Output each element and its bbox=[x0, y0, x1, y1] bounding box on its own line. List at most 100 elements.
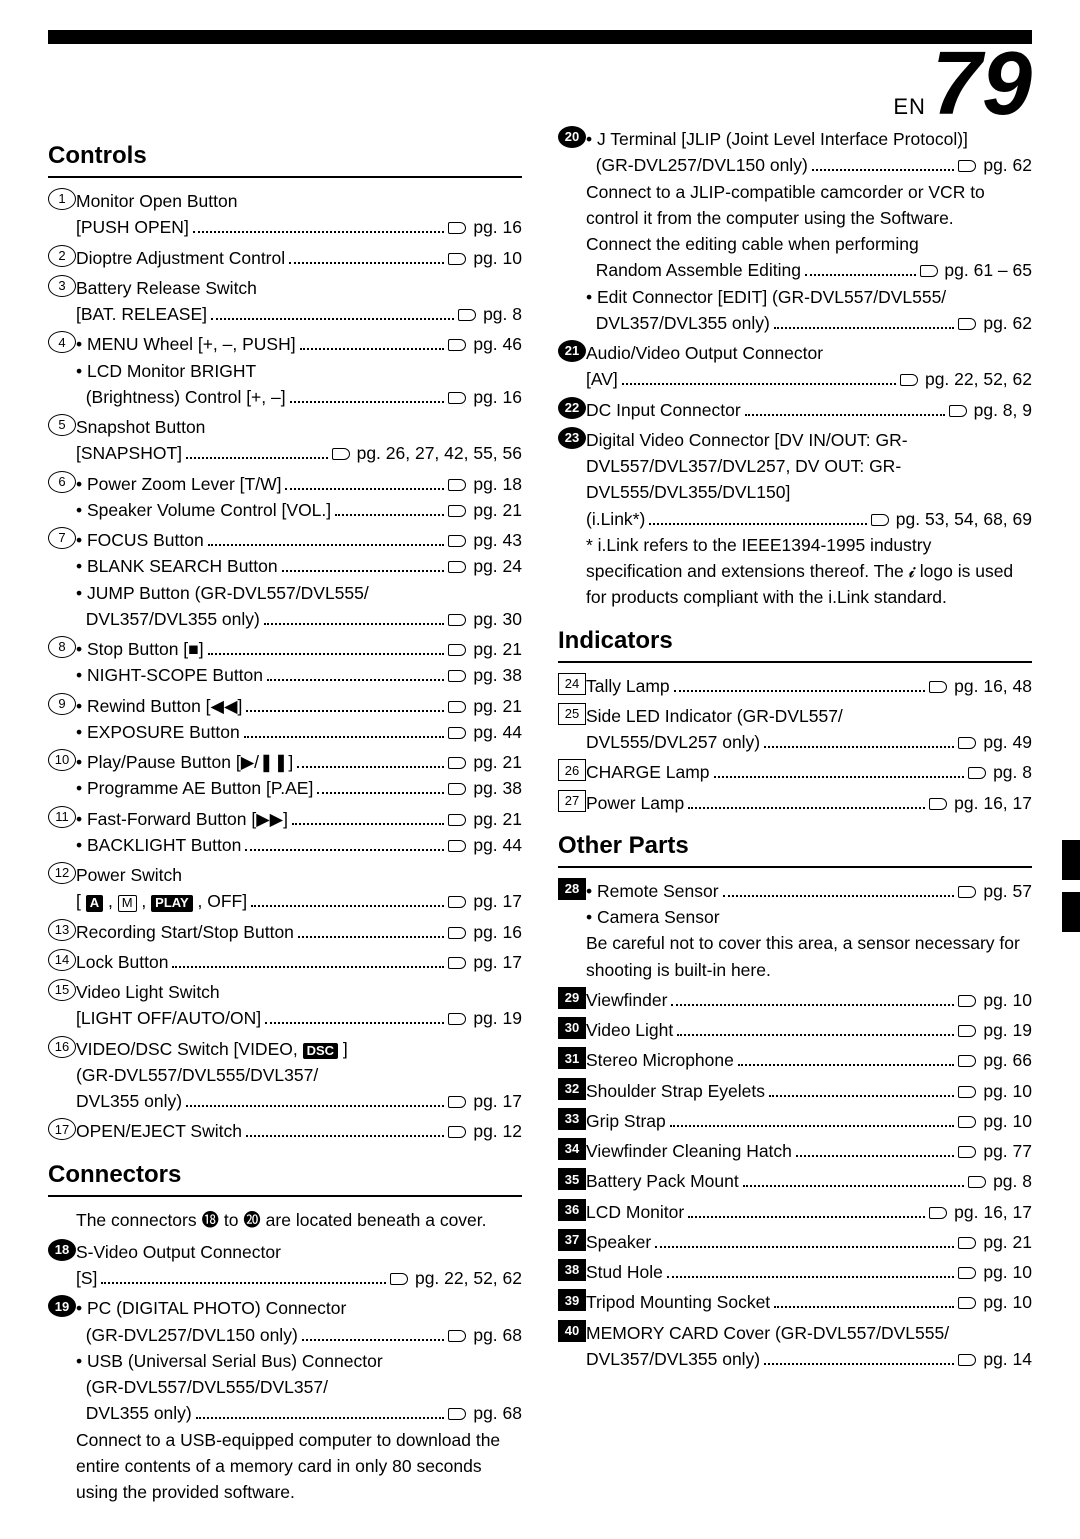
entry-text: Audio/Video Output Connector bbox=[586, 340, 823, 366]
entry-number: 27 bbox=[558, 790, 586, 812]
entry-line: [LIGHT OFF/AUTO/ON] pg. 19 bbox=[76, 1005, 522, 1031]
indicators-list: 24Tally Lamp pg. 16, 4825Side LED Indica… bbox=[558, 673, 1032, 816]
entry-line: • Speaker Volume Control [VOL.] pg. 21 bbox=[76, 497, 522, 523]
entry-body: • MENU Wheel [+, –, PUSH] pg. 46• LCD Mo… bbox=[76, 331, 522, 410]
entry-number: 17 bbox=[48, 1118, 76, 1140]
page-ref: pg. 61 – 65 bbox=[920, 257, 1032, 283]
entry-text: VIDEO/DSC Switch [VIDEO, DSC ] bbox=[76, 1036, 348, 1062]
index-entry: 31Stereo Microphone pg. 66 bbox=[558, 1047, 1032, 1073]
page-ref-icon bbox=[448, 505, 466, 517]
page-ref-icon bbox=[958, 1267, 976, 1279]
page-ref: pg. 16 bbox=[448, 384, 522, 410]
leader-dots bbox=[677, 1034, 954, 1036]
leader-dots bbox=[674, 690, 926, 692]
entry-line: • Play/Pause Button [▶/❚❚] pg. 21 bbox=[76, 749, 522, 775]
index-entry: 1Monitor Open Button[PUSH OPEN] pg. 16 bbox=[48, 188, 522, 241]
entry-number: 33 bbox=[558, 1108, 586, 1130]
entry-line: • FOCUS Button pg. 43 bbox=[76, 527, 522, 553]
entry-text: DVL357/DVL355 only) bbox=[76, 606, 260, 632]
entry-text: Random Assemble Editing bbox=[586, 257, 801, 283]
entry-body: Stud Hole pg. 10 bbox=[586, 1259, 1032, 1285]
page-ref-icon bbox=[448, 339, 466, 351]
entry-body: • Power Zoom Lever [T/W] pg. 18• Speaker… bbox=[76, 471, 522, 524]
entry-body: • Remote Sensor pg. 57• Camera SensorBe … bbox=[586, 878, 1032, 983]
page-ref: pg. 10 bbox=[448, 245, 522, 271]
page-ref: pg. 8 bbox=[458, 301, 522, 327]
entry-text: Grip Strap bbox=[586, 1108, 666, 1134]
entry-text: (Brightness) Control [+, –] bbox=[76, 384, 286, 410]
leader-dots bbox=[812, 169, 955, 171]
entry-number: 4 bbox=[48, 331, 76, 353]
entry-line: Dioptre Adjustment Control pg. 10 bbox=[76, 245, 522, 271]
page-ref: pg. 14 bbox=[958, 1346, 1032, 1372]
leader-dots bbox=[745, 414, 945, 416]
index-entry: 38Stud Hole pg. 10 bbox=[558, 1259, 1032, 1285]
page-ref-icon bbox=[920, 265, 938, 277]
leader-dots bbox=[211, 318, 454, 320]
index-entry: 18S-Video Output Connector[S] pg. 22, 52… bbox=[48, 1239, 522, 1292]
leader-dots bbox=[670, 1125, 955, 1127]
index-entry: 9• Rewind Button [◀◀] pg. 21• EXPOSURE B… bbox=[48, 693, 522, 746]
entry-number: 19 bbox=[48, 1295, 76, 1317]
entry-text: Digital Video Connector [DV IN/OUT: GR-D… bbox=[586, 427, 1032, 506]
page-ref-icon bbox=[448, 614, 466, 626]
entry-number: 25 bbox=[558, 703, 586, 725]
entry-line: DVL355 only) pg. 68 bbox=[76, 1400, 522, 1426]
entry-body: VIDEO/DSC Switch [VIDEO, DSC ](GR-DVL557… bbox=[76, 1036, 522, 1115]
entry-body: • Play/Pause Button [▶/❚❚] pg. 21• Progr… bbox=[76, 749, 522, 802]
page-ref: pg. 17 bbox=[448, 949, 522, 975]
entry-number: 36 bbox=[558, 1199, 586, 1221]
page-ref-icon bbox=[448, 253, 466, 265]
entry-body: Recording Start/Stop Button pg. 16 bbox=[76, 919, 522, 945]
entry-line: [PUSH OPEN] pg. 16 bbox=[76, 214, 522, 240]
index-entry: 27Power Lamp pg. 16, 17 bbox=[558, 790, 1032, 816]
entry-body: • J Terminal [JLIP (Joint Level Interfac… bbox=[586, 126, 1032, 336]
page-ref-icon bbox=[949, 405, 967, 417]
entry-text: S-Video Output Connector bbox=[76, 1239, 281, 1265]
page-ref: pg. 16 bbox=[448, 214, 522, 240]
page-ref-icon bbox=[958, 160, 976, 172]
entry-text: LCD Monitor bbox=[586, 1199, 684, 1225]
left-column: Controls 1Monitor Open Button[PUSH OPEN]… bbox=[48, 126, 522, 1509]
entry-number: 9 bbox=[48, 693, 76, 715]
entry-number: 30 bbox=[558, 1017, 586, 1039]
entry-line: DVL355 only) pg. 17 bbox=[76, 1088, 522, 1114]
page-ref: pg. 46 bbox=[448, 331, 522, 357]
other-heading: Other Parts bbox=[558, 828, 1032, 868]
entry-text: DVL357/DVL355 only) bbox=[586, 310, 770, 336]
index-entry: 10• Play/Pause Button [▶/❚❚] pg. 21• Pro… bbox=[48, 749, 522, 802]
leader-dots bbox=[297, 766, 444, 768]
page-ref: pg. 21 bbox=[448, 497, 522, 523]
index-entry: 16VIDEO/DSC Switch [VIDEO, DSC ](GR-DVL5… bbox=[48, 1036, 522, 1115]
entry-line: Battery Pack Mount pg. 8 bbox=[586, 1168, 1032, 1194]
entry-number: 2 bbox=[48, 245, 76, 267]
entry-text: (GR-DVL257/DVL150 only) bbox=[586, 152, 808, 178]
leader-dots bbox=[245, 849, 444, 851]
index-entry: 12Power Switch[ A , M , PLAY , OFF] pg. … bbox=[48, 862, 522, 915]
entry-number: 11 bbox=[48, 806, 76, 828]
page-ref-icon bbox=[448, 701, 466, 713]
entry-line: Monitor Open Button bbox=[76, 188, 522, 214]
leader-dots bbox=[264, 623, 445, 625]
entry-number: 12 bbox=[48, 862, 76, 884]
entry-number: 5 bbox=[48, 414, 76, 436]
index-entry: 29Viewfinder pg. 10 bbox=[558, 987, 1032, 1013]
index-entry: 14Lock Button pg. 17 bbox=[48, 949, 522, 975]
index-entry: 23Digital Video Connector [DV IN/OUT: GR… bbox=[558, 427, 1032, 611]
page-ref-icon bbox=[900, 374, 918, 386]
leader-dots bbox=[649, 523, 867, 525]
entry-line: • BLANK SEARCH Button pg. 24 bbox=[76, 553, 522, 579]
entry-line: Audio/Video Output Connector bbox=[586, 340, 1032, 366]
entry-text: Be careful not to cover this area, a sen… bbox=[586, 930, 1032, 983]
entry-line: • Rewind Button [◀◀] pg. 21 bbox=[76, 693, 522, 719]
entry-text: Lock Button bbox=[76, 949, 168, 975]
leader-dots bbox=[723, 895, 955, 897]
page-ref: pg. 38 bbox=[448, 662, 522, 688]
connectors-intro: The connectors ⓲ to ⓴ are located beneat… bbox=[48, 1207, 522, 1233]
entry-body: Lock Button pg. 17 bbox=[76, 949, 522, 975]
entry-text: Connect the editing cable when performin… bbox=[586, 231, 1032, 257]
page-number: 79 bbox=[932, 48, 1032, 120]
leader-dots bbox=[688, 807, 925, 809]
page-ref-icon bbox=[448, 814, 466, 826]
entry-line: • MENU Wheel [+, –, PUSH] pg. 46 bbox=[76, 331, 522, 357]
